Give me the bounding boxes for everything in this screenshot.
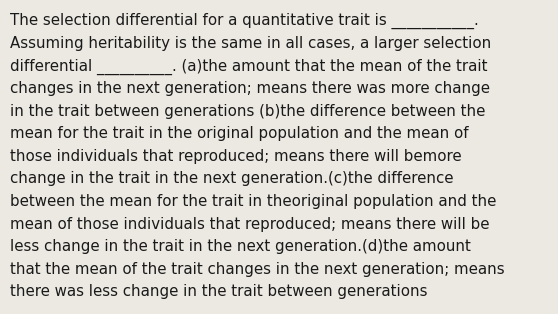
Text: mean for the trait in the original population and the mean of: mean for the trait in the original popul… — [10, 126, 469, 141]
Text: mean of those individuals that reproduced; means there will be: mean of those individuals that reproduce… — [10, 217, 489, 232]
Text: that the mean of the trait changes in the next generation; means: that the mean of the trait changes in th… — [10, 262, 504, 277]
Text: changes in the next generation; means there was more change: changes in the next generation; means th… — [10, 81, 490, 96]
Text: between the mean for the trait in theoriginal population and the: between the mean for the trait in theori… — [10, 194, 497, 209]
Text: in the trait between generations (b)the difference between the: in the trait between generations (b)the … — [10, 104, 485, 119]
Text: less change in the trait in the next generation.(d)the amount: less change in the trait in the next gen… — [10, 239, 471, 254]
Text: those individuals that reproduced; means there will bemore: those individuals that reproduced; means… — [10, 149, 461, 164]
Text: Assuming heritability is the same in all cases, a larger selection: Assuming heritability is the same in all… — [10, 36, 491, 51]
Text: there was less change in the trait between generations: there was less change in the trait betwe… — [10, 284, 427, 300]
Text: change in the trait in the next generation.(c)the difference: change in the trait in the next generati… — [10, 171, 454, 187]
Text: differential __________. (a)the amount that the mean of the trait: differential __________. (a)the amount t… — [10, 58, 488, 75]
Text: The selection differential for a quantitative trait is ___________.: The selection differential for a quantit… — [10, 13, 479, 30]
